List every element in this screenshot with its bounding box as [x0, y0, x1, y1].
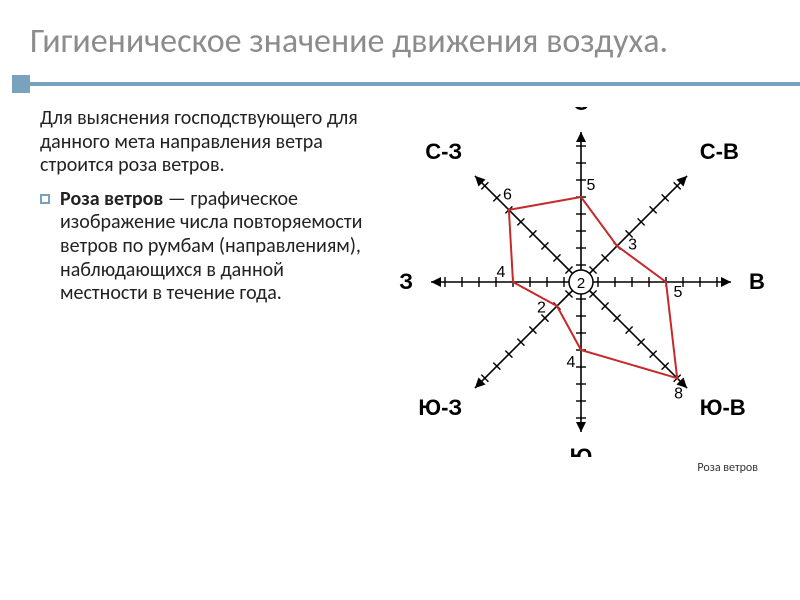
svg-text:Ю-В: Ю-В: [700, 395, 746, 420]
content-row: Для выяснения господствующего для данног…: [0, 107, 800, 475]
diagram-column: С 5 С-В 3 В 5 Ю-В 8 Ю 4 Ю-З 2 З 4 С-З 6 2 Роза ветров: [386, 107, 776, 475]
svg-text:З: З: [399, 269, 413, 294]
intro-paragraph: Для выяснения господствующего для данног…: [40, 107, 370, 178]
bullet-item: Роза ветров — графическое изображение чи…: [40, 188, 370, 306]
svg-text:2: 2: [577, 275, 585, 292]
title-divider: [0, 75, 800, 93]
svg-text:В: В: [749, 269, 765, 294]
svg-text:8: 8: [674, 386, 683, 403]
svg-text:4: 4: [497, 264, 506, 281]
wind-rose-svg: С 5 С-В 3 В 5 Ю-В 8 Ю 4 Ю-З 2 З 4 С-З 6 2: [391, 107, 771, 457]
svg-text:С-В: С-В: [700, 139, 739, 164]
svg-text:4: 4: [567, 354, 576, 371]
divider-square: [12, 75, 30, 93]
svg-text:6: 6: [503, 186, 512, 203]
svg-text:С-З: С-З: [425, 139, 462, 164]
svg-text:5: 5: [587, 177, 596, 194]
divider-line: [30, 82, 800, 86]
wind-rose-diagram: С 5 С-В 3 В 5 Ю-В 8 Ю 4 Ю-З 2 З 4 С-З 6 2: [391, 107, 771, 457]
title-area: Гигиеническое значение движения воздуха.: [0, 0, 800, 69]
svg-text:Ю-З: Ю-З: [418, 395, 462, 420]
text-column: Для выяснения господствующего для данног…: [40, 107, 370, 475]
svg-text:5: 5: [674, 284, 683, 301]
slide-title: Гигиеническое значение движения воздуха.: [30, 22, 770, 61]
bullet-text: Роза ветров — графическое изображение чи…: [60, 188, 370, 306]
svg-text:2: 2: [537, 300, 546, 317]
svg-text:3: 3: [628, 237, 637, 254]
svg-text:Ю: Ю: [570, 444, 593, 457]
svg-text:С: С: [573, 107, 589, 115]
bullet-bold: Роза ветров: [60, 187, 163, 211]
bullet-square-icon: [40, 194, 50, 204]
diagram-caption: Роза ветров: [697, 461, 758, 475]
